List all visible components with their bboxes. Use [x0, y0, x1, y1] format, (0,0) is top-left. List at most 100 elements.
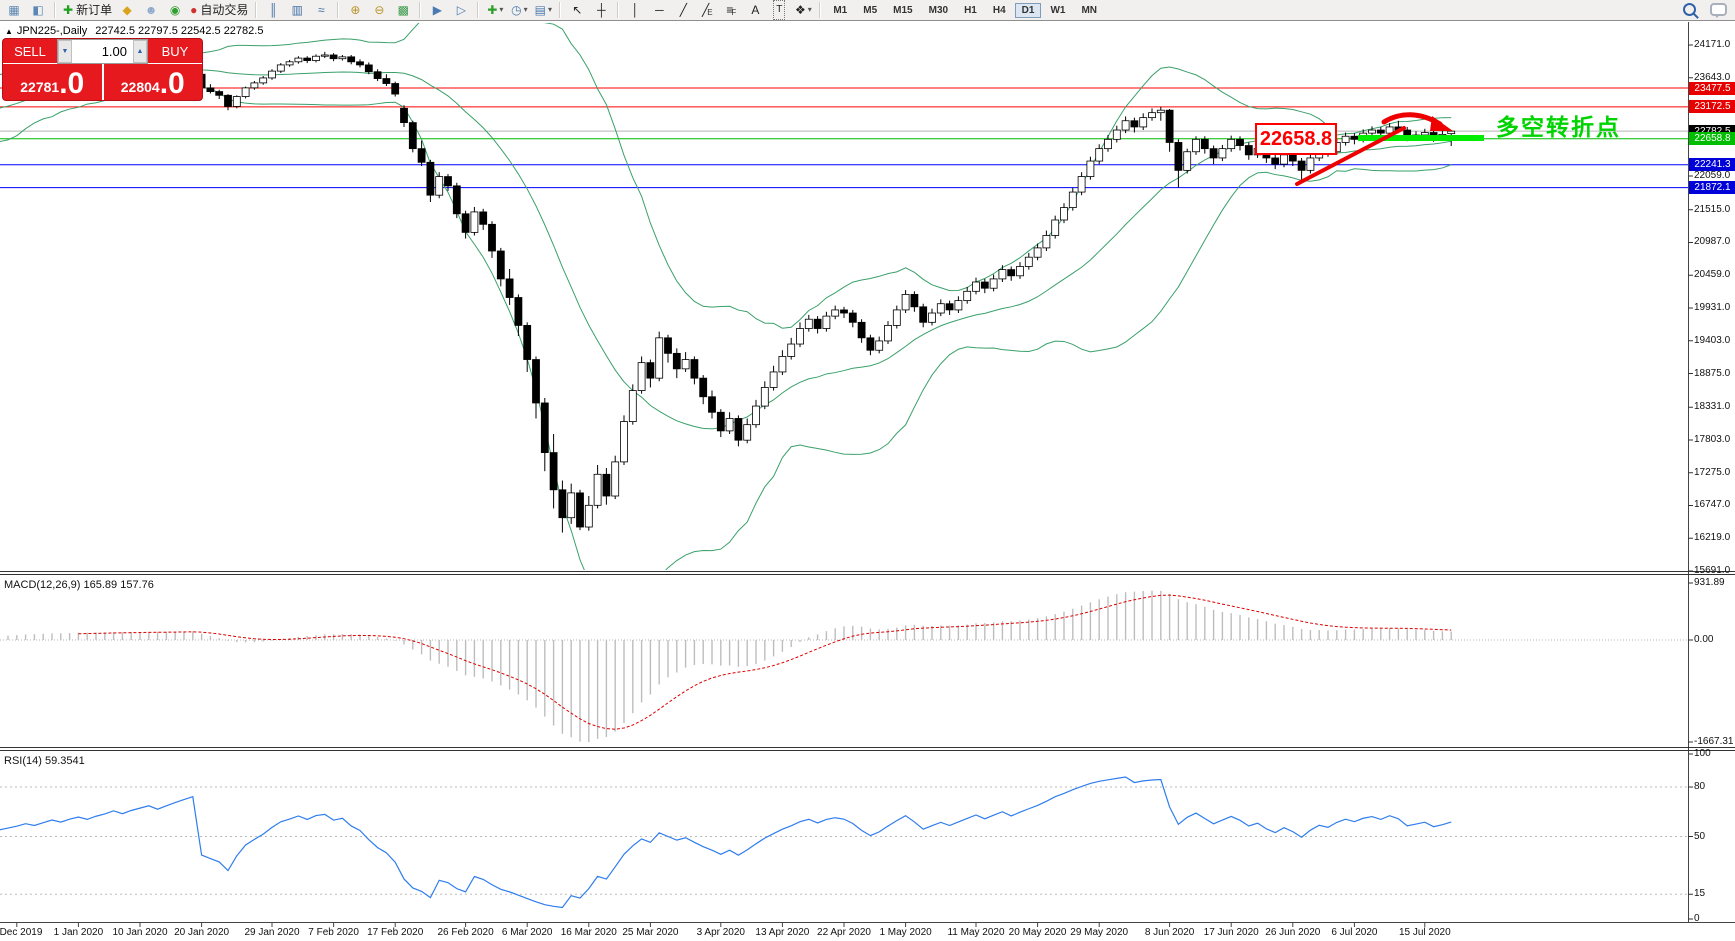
vertical-line-icon[interactable]: │ — [624, 1, 646, 19]
new-chart-icon[interactable]: ▦ — [3, 1, 25, 19]
chat-icon[interactable] — [1710, 3, 1727, 18]
trendline-icon[interactable]: ╱ — [672, 1, 694, 19]
shapes-icon[interactable]: ❖ ▾ — [792, 1, 814, 19]
rsi-line[interactable] — [0, 776, 1452, 909]
timeframe-w1[interactable]: W1 — [1050, 4, 1066, 16]
templates-button[interactable]: ▤ ▾ — [532, 1, 554, 19]
bar-chart-icon[interactable]: ║ — [262, 1, 284, 19]
date-tick: 17 Jun 2020 — [1203, 927, 1259, 938]
bollinger-middle[interactable] — [0, 69, 1452, 430]
timeframe-h1[interactable]: H1 — [964, 4, 977, 16]
autotrading-button[interactable]: ● 自动交易 — [188, 1, 250, 19]
sell-price[interactable]: 22781.0 — [3, 64, 102, 100]
auto-scroll-icon[interactable]: ▶ — [426, 1, 448, 19]
sell-price-main: 22781 — [20, 79, 60, 95]
auto-scroll-icon: ▶ — [432, 3, 442, 17]
templates-button-dropdown[interactable]: ▾ — [548, 5, 553, 14]
timeframe-m15[interactable]: M15 — [893, 4, 913, 16]
date-tick: 3 Apr 2020 — [696, 927, 745, 938]
support-level-bar[interactable] — [1358, 135, 1484, 141]
chart-shift-icon[interactable]: ▷ — [450, 1, 472, 19]
indicators-button-dropdown[interactable]: ▾ — [499, 5, 504, 14]
zoom-out-icon[interactable]: ⊖ — [368, 1, 390, 19]
volume-down-button[interactable]: ▼ — [58, 40, 72, 63]
fibonacci-icon-sub: F — [731, 8, 737, 17]
ohlc-values: 22742.5 22797.5 22542.5 22782.5 — [95, 25, 264, 37]
date-tick: 20 Jan 2020 — [174, 927, 230, 938]
volume-stepper: ▼ 1.00 ▲ — [57, 39, 148, 64]
periods-button-dropdown[interactable]: ▾ — [523, 5, 528, 14]
buy-button[interactable]: BUY — [148, 39, 202, 64]
text-label-icon[interactable]: T — [768, 0, 790, 20]
macd-pane[interactable] — [0, 590, 1688, 743]
toolbar-separator — [477, 2, 480, 18]
collapse-triangle-icon[interactable]: ▲ — [5, 27, 13, 36]
date-tick: 13 Apr 2020 — [755, 927, 810, 938]
trend-arrow-line[interactable] — [1295, 126, 1406, 186]
price-annotation[interactable]: 22658.8 — [1255, 123, 1337, 155]
date-tick: 26 Feb 2020 — [437, 927, 494, 938]
date-tick: 22 Apr 2020 — [817, 927, 871, 938]
toolbar-separator — [419, 2, 422, 18]
sell-button[interactable]: SELL — [3, 39, 57, 64]
buy-price[interactable]: 22804.0 — [104, 64, 203, 100]
profiles-icon[interactable]: ◧ — [27, 1, 49, 19]
indicators-button[interactable]: ✚ ▾ — [484, 1, 506, 19]
signals-icon[interactable]: ◉ — [164, 1, 186, 19]
price-badge-22658.8: 22658.8 — [1689, 132, 1735, 146]
equidistant-channel-icon[interactable]: ╱ E — [696, 1, 718, 19]
date-tick: 16 Mar 2020 — [560, 927, 617, 938]
timeframe-mn[interactable]: MN — [1081, 4, 1098, 16]
rsi-pane[interactable] — [0, 776, 1688, 909]
date-tick: 1 May 2020 — [879, 927, 932, 938]
tile-windows-icon: ▩ — [397, 3, 410, 17]
date-tick: 10 Jan 2020 — [112, 927, 168, 938]
styler-icon[interactable]: ◆ — [116, 1, 138, 19]
date-tick: 3 Dec 2019 — [0, 927, 43, 938]
new-chart-icon: ▦ — [8, 3, 20, 17]
timeframe-d1[interactable]: D1 — [1014, 2, 1042, 18]
cursor-icon: ↖ — [572, 3, 583, 17]
bollinger-upper[interactable] — [0, 0, 1452, 329]
periods-button: ◷ — [511, 3, 522, 17]
turning-point-annotation[interactable]: 多空转折点 — [1496, 114, 1621, 140]
date-tick: 8 Jun 2020 — [1144, 927, 1195, 938]
line-chart-icon[interactable]: ≈ — [310, 1, 332, 19]
timeframe-m1[interactable]: M1 — [833, 4, 848, 16]
templates-button: ▤ — [534, 3, 546, 17]
volume-up-button[interactable]: ▲ — [133, 40, 147, 63]
symbol-period-label: JPN225-,Daily — [16, 25, 88, 37]
price-tick: 21515.0 — [1694, 203, 1731, 215]
text-icon[interactable]: A — [744, 1, 766, 19]
fibonacci-icon[interactable]: ≡ F — [720, 1, 742, 19]
timeframe-m30[interactable]: M30 — [928, 4, 949, 16]
styler-icon: ◆ — [122, 3, 132, 17]
price-tick: 18331.0 — [1694, 401, 1731, 413]
macd-signal-line[interactable] — [78, 594, 1452, 730]
cursor-icon[interactable]: ↖ — [566, 1, 588, 19]
volume-value[interactable]: 1.00 — [101, 44, 127, 59]
crosshair-icon[interactable]: ┼ — [590, 1, 612, 19]
community-icon[interactable]: ☻ — [140, 1, 162, 19]
price-pane[interactable] — [0, 0, 1688, 611]
shapes-icon-dropdown[interactable]: ▾ — [807, 5, 812, 14]
price-badge-23477.5: 23477.5 — [1689, 81, 1735, 95]
rsi-value: 59.3541 — [44, 755, 85, 767]
timeframe-m5[interactable]: M5 — [863, 4, 878, 16]
crosshair-icon: ┼ — [597, 3, 606, 17]
buy-price-big-digit: .0 — [159, 67, 185, 100]
macd-signal-value: 157.76 — [120, 579, 154, 591]
bollinger-lower[interactable] — [0, 84, 1452, 611]
tile-windows-icon[interactable]: ▩ — [392, 1, 414, 19]
timeframe-h4[interactable]: H4 — [992, 4, 1006, 16]
candlestick-chart-icon[interactable]: ▥ — [286, 1, 308, 19]
zoom-in-icon[interactable]: ⊕ — [344, 1, 366, 19]
search-icon[interactable] — [1683, 3, 1696, 16]
date-tick: 26 Jun 2020 — [1265, 927, 1321, 938]
horizontal-line-icon[interactable]: ─ — [648, 1, 670, 19]
periods-button[interactable]: ◷ ▾ — [508, 1, 530, 19]
new-order-button[interactable]: ✚ 新订单 — [61, 1, 114, 19]
community-icon: ☻ — [144, 3, 158, 17]
macd-value: 165.89 — [83, 579, 118, 591]
